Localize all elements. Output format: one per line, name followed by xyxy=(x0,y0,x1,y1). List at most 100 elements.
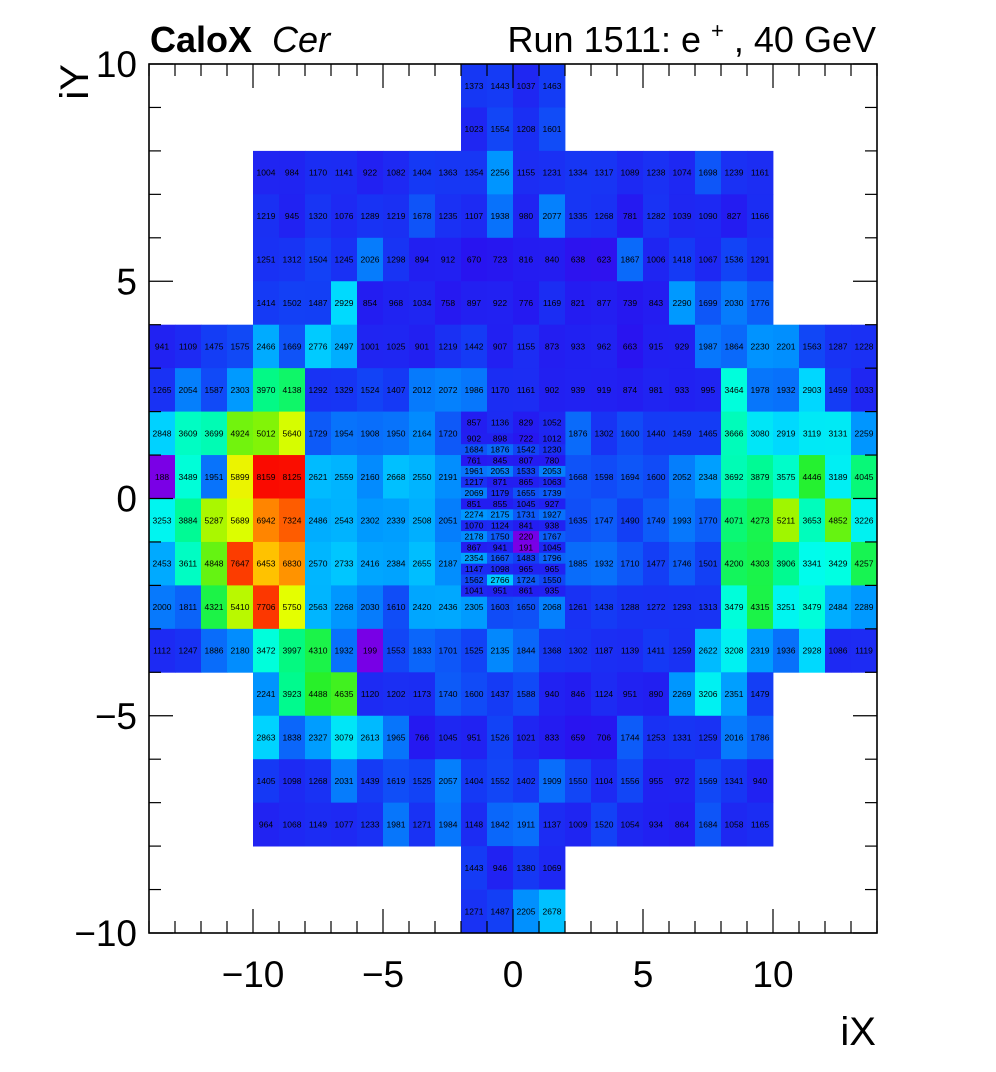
heatmap-cell xyxy=(643,628,670,673)
heatmap-cell xyxy=(591,759,618,804)
cell-value-label: 1844 xyxy=(517,646,536,656)
cell-value-label: 1443 xyxy=(491,81,510,91)
cell-value-label: 2497 xyxy=(335,341,354,351)
cell-value-label: 1938 xyxy=(491,211,510,221)
heatmap-cell xyxy=(487,237,514,282)
heatmap-cell xyxy=(825,324,852,369)
heatmap-cell xyxy=(513,150,540,195)
cell-value-label: 1161 xyxy=(751,168,770,178)
heatmap-cell xyxy=(617,281,644,326)
cell-value-label: 2351 xyxy=(725,689,744,699)
cell-value-label: 2030 xyxy=(725,298,744,308)
heatmap-cell xyxy=(487,672,514,717)
cell-value-label: 941 xyxy=(155,341,169,351)
cell-value-label: 5287 xyxy=(205,515,224,525)
heatmap-cell xyxy=(331,411,358,456)
heatmap-cell xyxy=(747,455,774,499)
heatmap-cell xyxy=(461,552,488,565)
cell-value-label: 898 xyxy=(493,434,507,444)
cell-value-label: 1068 xyxy=(283,819,302,829)
cell-value-label: 2668 xyxy=(387,472,406,482)
heatmap-cell xyxy=(643,759,670,804)
cell-value-label: 1041 xyxy=(465,586,484,596)
cell-value-label: 3341 xyxy=(803,559,822,569)
heatmap-cell xyxy=(643,237,670,282)
cell-value-label: 1490 xyxy=(621,515,640,525)
heatmap-cell xyxy=(357,150,384,195)
heatmap-cell xyxy=(695,802,722,847)
cell-value-label: 1987 xyxy=(699,341,718,351)
cell-value-label: 1459 xyxy=(673,428,692,438)
heatmap-cell xyxy=(331,672,358,717)
cell-value-label: 1619 xyxy=(387,776,406,786)
heatmap-cell xyxy=(383,455,410,499)
cell-value-label: 1487 xyxy=(309,298,328,308)
cell-value-label: 1876 xyxy=(491,444,510,454)
cell-value-label: 1070 xyxy=(465,521,484,531)
header-brand-bold: CaloX xyxy=(150,19,252,60)
heatmap-cell xyxy=(513,465,540,478)
cell-value-label: 1465 xyxy=(699,428,718,438)
cell-value-label: 1239 xyxy=(725,168,744,178)
cell-value-label: 1864 xyxy=(725,341,744,351)
cell-value-label: 3226 xyxy=(855,515,874,525)
heatmap-cell xyxy=(799,541,826,586)
cell-value-label: 1588 xyxy=(517,689,536,699)
cell-value-label: 3251 xyxy=(777,602,796,612)
cell-value-label: 2436 xyxy=(439,602,458,612)
heatmap-cell xyxy=(539,444,566,456)
heatmap-cell xyxy=(201,541,228,586)
cell-value-label: 2621 xyxy=(309,472,328,482)
heatmap-cell xyxy=(149,368,176,412)
heatmap-cell xyxy=(435,585,462,630)
cell-value-label: 1993 xyxy=(673,515,692,525)
heatmap-cell xyxy=(513,520,540,532)
cell-value-label: 663 xyxy=(623,341,637,351)
cell-value-label: 2178 xyxy=(465,531,484,541)
heatmap-cell xyxy=(461,368,488,412)
heatmap-cell xyxy=(643,368,670,412)
cell-value-label: 901 xyxy=(415,341,429,351)
cell-value-label: 1770 xyxy=(699,515,718,525)
heatmap-cell xyxy=(253,628,280,673)
heatmap-cell xyxy=(539,889,566,934)
heatmap-cell xyxy=(487,563,514,575)
heatmap-cell xyxy=(253,194,280,239)
cell-value-label: 1440 xyxy=(647,428,666,438)
heatmap-cell xyxy=(409,281,436,326)
cell-value-label: 1749 xyxy=(647,515,666,525)
cell-value-label: 1033 xyxy=(855,385,874,395)
cell-value-label: 1747 xyxy=(595,515,614,525)
heatmap-cell xyxy=(487,802,514,847)
cell-value-label: 1603 xyxy=(491,602,510,612)
cell-value-label: 7706 xyxy=(257,602,276,612)
heatmap-cell xyxy=(149,541,176,586)
cell-value-label: 877 xyxy=(597,298,611,308)
heatmap-cell xyxy=(461,531,488,543)
cell-value-label: 1082 xyxy=(387,168,406,178)
cell-value-label: 1054 xyxy=(621,819,640,829)
cell-value-label: 2052 xyxy=(673,472,692,482)
heatmap-cell xyxy=(305,715,332,760)
cell-value-label: 2069 xyxy=(465,488,484,498)
cell-value-label: 1165 xyxy=(751,819,770,829)
cell-value-label: 843 xyxy=(649,298,663,308)
heatmap-cell xyxy=(357,498,384,543)
cell-value-label: 3206 xyxy=(699,689,718,699)
cell-value-label: 935 xyxy=(545,586,559,596)
heatmap-cell xyxy=(279,715,306,760)
cell-value-label: 1740 xyxy=(439,689,458,699)
heatmap-cell xyxy=(279,585,306,630)
cell-value-label: 865 xyxy=(519,477,533,487)
heatmap-cell xyxy=(539,465,566,478)
heatmap-cell xyxy=(149,411,176,456)
heatmap-cell xyxy=(409,672,436,717)
heatmap-cell xyxy=(539,563,566,575)
heatmap-cell xyxy=(643,150,670,195)
heatmap-cell xyxy=(279,281,306,326)
cell-value-label: 2929 xyxy=(335,298,354,308)
heatmap-cell xyxy=(617,672,644,717)
heatmap-cell xyxy=(279,498,306,543)
heatmap-cell xyxy=(747,498,774,543)
cell-value-label: 1112 xyxy=(153,646,171,656)
